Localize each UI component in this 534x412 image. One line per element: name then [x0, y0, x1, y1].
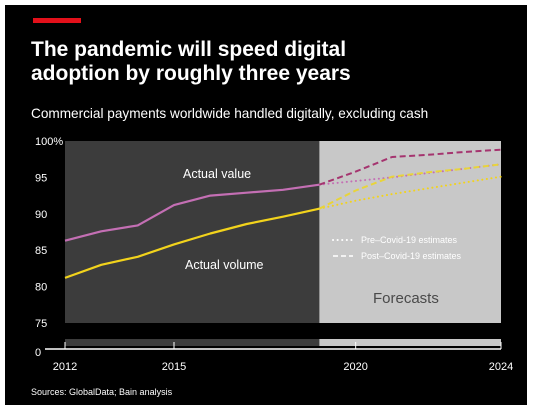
y-tick-label: 80: [35, 282, 47, 294]
title-line-2: adoption by roughly three years: [31, 62, 351, 85]
legend: Pre–Covid-19 estimates Post–Covid-19 est…: [332, 235, 462, 261]
series-layer: [64, 148, 502, 279]
forecasts-label: Forecasts: [373, 290, 439, 307]
chart-panels: [65, 141, 501, 346]
y-tick-label: 85: [35, 245, 47, 257]
series-volume-post-covid: [318, 163, 502, 210]
chart-subtitle: Commercial payments worldwide handled di…: [31, 106, 429, 121]
source-note: Sources: GlobalData; Bain analysis: [31, 387, 173, 397]
line-chart: 75 80 85 90 95 100% 0 2012 2015 2020 2024 Actual …: [35, 136, 513, 373]
axis-break-strip-forecast: [319, 339, 501, 346]
x-axis: 2012 2015 2020 2024: [45, 342, 513, 373]
x-tick-label: 2020: [343, 361, 367, 373]
axis-break-strip-historic: [65, 339, 320, 346]
chart-title: The pandemic will speed digital adoption…: [31, 38, 511, 86]
series-actual-value: [64, 183, 320, 242]
y-tick-label: 95: [35, 172, 47, 184]
series-volume-pre-covid: [318, 175, 502, 210]
y-tick-label-zero: 0: [35, 347, 41, 359]
legend-label-post-covid: Post–Covid-19 estimates: [361, 251, 462, 261]
title-line-1: The pandemic will speed digital: [31, 38, 347, 61]
y-axis: 75 80 85 90 95 100% 0: [35, 136, 63, 359]
series-value-post-covid: [318, 148, 502, 186]
x-tick-label: 2024: [489, 361, 513, 373]
historic-panel: [65, 141, 320, 323]
y-tick-label: 90: [35, 209, 47, 221]
series-actual-volume: [64, 207, 320, 279]
y-tick-label: 75: [35, 318, 47, 330]
x-tick-label: 2015: [162, 361, 186, 373]
accent-bar: [33, 18, 81, 23]
annotation-actual-value: Actual value: [183, 167, 251, 181]
chart-card: The pandemic will speed digital adoption…: [5, 5, 527, 405]
x-tick-label: 2012: [53, 361, 77, 373]
forecast-panel: [319, 141, 501, 323]
annotation-actual-volume: Actual volume: [185, 258, 264, 272]
y-tick-label: 100%: [35, 136, 63, 148]
legend-label-pre-covid: Pre–Covid-19 estimates: [361, 235, 458, 245]
